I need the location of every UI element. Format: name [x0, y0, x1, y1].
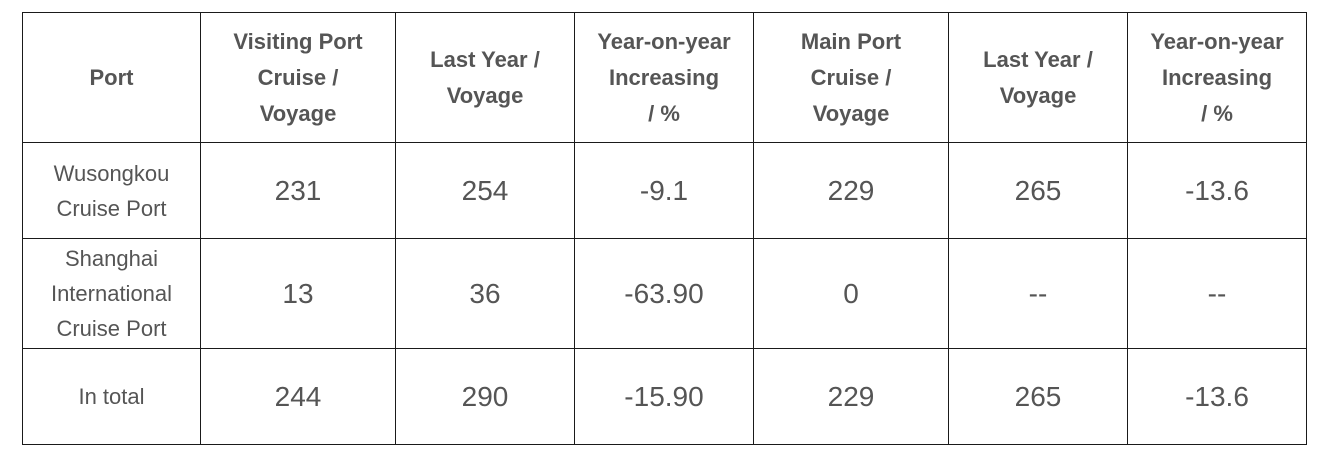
port-cell: In total: [22, 348, 201, 445]
header-yoy-increasing-1: Year-on-year Increasing / %: [574, 12, 754, 143]
visiting-port-voyage-cell: 13: [200, 238, 396, 349]
last-year-voyage-cell: 290: [395, 348, 575, 445]
yoy-increasing-cell: -13.6: [1127, 142, 1307, 239]
main-port-voyage-cell: 0: [753, 238, 949, 349]
table-row-total: In total 244 290 -15.90 229 265 -13.6: [22, 348, 1307, 445]
yoy-increasing-cell: -15.90: [574, 348, 754, 445]
header-yoy-increasing-2: Year-on-year Increasing / %: [1127, 12, 1307, 143]
header-last-year-voyage-1: Last Year / Voyage: [395, 12, 575, 143]
last-year-voyage-cell: 36: [395, 238, 575, 349]
port-cell: Wusongkou Cruise Port: [22, 142, 201, 239]
main-port-voyage-cell: 229: [753, 348, 949, 445]
yoy-increasing-cell: -13.6: [1127, 348, 1307, 445]
header-visiting-port-cruise-voyage: Visiting Port Cruise / Voyage: [200, 12, 396, 143]
yoy-increasing-cell: -9.1: [574, 142, 754, 239]
header-port: Port: [22, 12, 201, 143]
table-row-shanghai-international: Shanghai International Cruise Port 13 36…: [22, 238, 1307, 349]
cruise-statistics-table: Port Visiting Port Cruise / Voyage Last …: [22, 12, 1307, 445]
table-row-wusongkou: Wusongkou Cruise Port 231 254 -9.1 229 2…: [22, 142, 1307, 239]
last-year-voyage-cell: --: [948, 238, 1128, 349]
header-last-year-voyage-2: Last Year / Voyage: [948, 12, 1128, 143]
main-port-voyage-cell: 229: [753, 142, 949, 239]
port-cell: Shanghai International Cruise Port: [22, 238, 201, 349]
yoy-increasing-cell: --: [1127, 238, 1307, 349]
last-year-voyage-cell: 254: [395, 142, 575, 239]
yoy-increasing-cell: -63.90: [574, 238, 754, 349]
header-main-port-cruise-voyage: Main Port Cruise / Voyage: [753, 12, 949, 143]
visiting-port-voyage-cell: 231: [200, 142, 396, 239]
last-year-voyage-cell: 265: [948, 348, 1128, 445]
last-year-voyage-cell: 265: [948, 142, 1128, 239]
table-header-row: Port Visiting Port Cruise / Voyage Last …: [22, 12, 1307, 143]
visiting-port-voyage-cell: 244: [200, 348, 396, 445]
